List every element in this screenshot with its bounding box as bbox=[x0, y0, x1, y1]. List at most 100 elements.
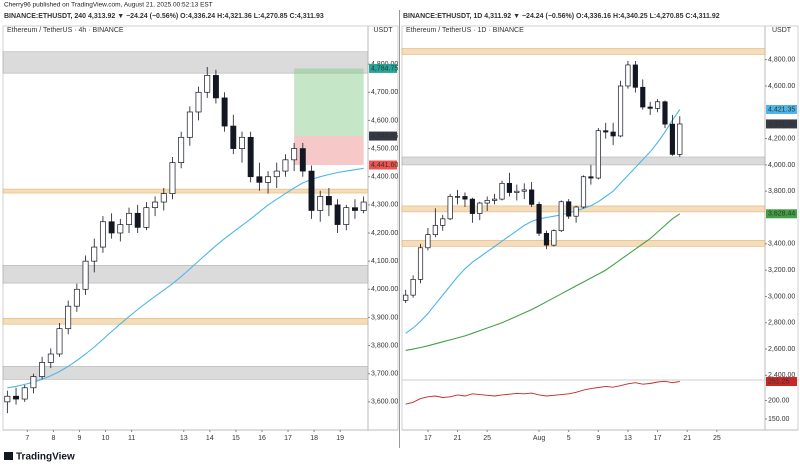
chart-subtitle: Ethereum / TetherUS · 1D · BINANCE bbox=[406, 27, 524, 34]
candle-body bbox=[469, 198, 475, 214]
candle-body bbox=[352, 207, 358, 211]
axis-unit-label: USDT bbox=[772, 27, 792, 34]
candle-body bbox=[625, 64, 631, 87]
price-zone bbox=[401, 48, 766, 55]
candle-body bbox=[160, 193, 167, 203]
price-zone bbox=[2, 265, 369, 284]
candle-body bbox=[558, 201, 564, 232]
candle-body bbox=[580, 176, 587, 208]
x-tick-label: 25 bbox=[483, 435, 491, 442]
candle-body bbox=[662, 101, 668, 125]
candle-body bbox=[425, 234, 431, 249]
y-tick-label: 3,700.00 bbox=[371, 371, 398, 378]
indicator-label-box bbox=[766, 377, 797, 387]
candle-body bbox=[669, 123, 675, 155]
y-tick-label: 4,000.00 bbox=[768, 162, 795, 169]
x-tick-label: 5 bbox=[567, 435, 571, 442]
candle-body bbox=[462, 196, 468, 200]
plot-area: BINANCE:ETHUSDT, 240 4,313.92 ▼ −24.24 (… bbox=[2, 13, 399, 442]
price-label: 4,311.49 bbox=[768, 121, 795, 128]
x-tick-label: 9 bbox=[78, 435, 82, 442]
candle-body bbox=[417, 247, 424, 280]
candle-body bbox=[265, 176, 272, 183]
brand-logo bbox=[4, 452, 13, 460]
candle-body bbox=[566, 201, 572, 217]
y-tick-label: 3,800.00 bbox=[371, 342, 398, 349]
y-tick-label: 4,200.00 bbox=[371, 230, 398, 237]
indicator-y-tick-label: 150.00 bbox=[768, 416, 790, 423]
y-tick-label: 3,200.00 bbox=[768, 267, 795, 274]
y-tick-label: 3,800.00 bbox=[768, 188, 795, 195]
price-label-box bbox=[369, 131, 397, 141]
candle-body bbox=[521, 189, 527, 192]
price-label-box bbox=[766, 209, 797, 219]
y-tick-label: 3,600.00 bbox=[371, 399, 398, 406]
candle-body bbox=[195, 91, 202, 113]
candle-body bbox=[4, 395, 11, 403]
x-tick-label: 16 bbox=[258, 435, 266, 442]
y-tick-label: 4,500.00 bbox=[371, 145, 398, 152]
candle-body bbox=[360, 201, 367, 211]
chart-title: BINANCE:ETHUSDT, 1D 4,311.92 ▼ −24.24 (−… bbox=[403, 13, 720, 20]
indicator-line bbox=[405, 380, 680, 405]
x-tick-label: 17 bbox=[654, 435, 662, 442]
candle-body bbox=[551, 230, 557, 246]
candle-body bbox=[484, 200, 490, 204]
candle-body bbox=[108, 221, 115, 234]
candle-body bbox=[543, 232, 550, 246]
candle-body bbox=[514, 190, 520, 193]
x-tick-label: 9 bbox=[596, 435, 600, 442]
axis-unit-label: USDT bbox=[373, 27, 393, 34]
x-tick-label: 18 bbox=[310, 435, 318, 442]
x-tick-label: 25 bbox=[713, 435, 721, 442]
x-tick-label: 13 bbox=[624, 435, 632, 442]
candle-body bbox=[47, 353, 54, 363]
candle-body bbox=[221, 97, 228, 127]
y-tick-label: 4,600.00 bbox=[371, 117, 398, 124]
candle-body bbox=[143, 207, 150, 228]
candle-body bbox=[178, 136, 185, 163]
candle-body bbox=[632, 64, 638, 88]
target-zone bbox=[294, 68, 364, 137]
candle-body bbox=[273, 170, 280, 178]
candle-body bbox=[647, 106, 653, 109]
candle-body bbox=[247, 136, 254, 178]
price-zone bbox=[2, 51, 369, 74]
candle-body bbox=[573, 206, 579, 217]
candle-body bbox=[536, 204, 542, 234]
candle-body bbox=[677, 123, 683, 155]
candle-body bbox=[440, 218, 446, 226]
y-tick-label: 4,700.00 bbox=[371, 89, 398, 96]
candle-body bbox=[21, 387, 28, 400]
candle-body bbox=[99, 221, 106, 248]
candle-body bbox=[282, 159, 289, 172]
price-zone bbox=[401, 240, 766, 247]
candle-body bbox=[39, 362, 46, 377]
candle-body bbox=[640, 86, 646, 108]
candle-body bbox=[73, 288, 80, 307]
y-tick-label: 3,900.00 bbox=[371, 314, 398, 321]
price-label: 3,628.44 bbox=[768, 211, 795, 218]
price-label-box bbox=[369, 160, 397, 170]
price-zone bbox=[2, 188, 369, 194]
y-tick-label: 4,800.00 bbox=[768, 57, 795, 64]
x-tick-label: Aug bbox=[533, 435, 546, 442]
price-label: 4,784.75 bbox=[371, 65, 398, 72]
price-label-box bbox=[766, 104, 797, 114]
x-tick-label: 21 bbox=[683, 435, 691, 442]
x-tick-label: 17 bbox=[424, 435, 432, 442]
candle-body bbox=[91, 246, 98, 262]
candle-body bbox=[256, 176, 263, 183]
brand-name: TradingView bbox=[16, 452, 75, 463]
plot-area: BINANCE:ETHUSDT, 1D 4,311.92 ▼ −24.24 (−… bbox=[401, 13, 799, 442]
price-label-box bbox=[766, 119, 797, 129]
x-tick-label: 7 bbox=[25, 435, 29, 442]
price-zone bbox=[2, 317, 369, 325]
y-tick-label: 4,600.00 bbox=[768, 83, 795, 90]
x-tick-label: 14 bbox=[206, 435, 214, 442]
x-tick-label: 13 bbox=[180, 435, 188, 442]
x-tick-label: 19 bbox=[336, 435, 344, 442]
candle-body bbox=[126, 212, 132, 225]
candle-body bbox=[454, 196, 461, 198]
